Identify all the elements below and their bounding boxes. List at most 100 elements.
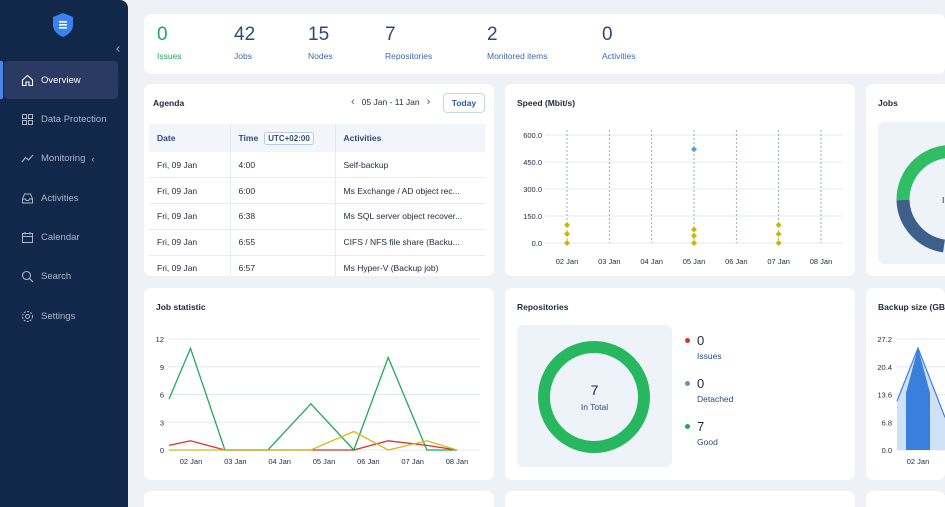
cell-date: Fri, 09 Jan <box>149 229 231 256</box>
stat-label: Nodes <box>308 51 333 61</box>
bottom-card-2 <box>505 491 855 507</box>
y-tick-label: 0.0 <box>882 446 892 455</box>
timezone-badge[interactable]: UTC+02:00 <box>264 131 314 145</box>
stat-label: Issues <box>157 51 182 61</box>
x-tick-label: 03 Jan <box>598 257 621 266</box>
x-tick-label: 07 Jan <box>401 457 424 466</box>
table-row[interactable]: Fri, 09 Jan 6:00 Ms Exchange / AD object r… <box>149 177 485 205</box>
chevron-right-icon[interactable]: › <box>426 96 431 108</box>
data-point <box>691 232 697 239</box>
search-icon <box>20 270 34 284</box>
column-header-time[interactable]: Time UTC+02:00 <box>230 124 336 152</box>
y-tick-label: 6.8 <box>882 418 892 427</box>
stat-value: 2 <box>487 24 498 45</box>
jobs-center-text: I <box>942 195 945 205</box>
bottom-card-1 <box>144 491 494 507</box>
cell-time: 6:38 <box>230 203 336 230</box>
legend-dot <box>685 424 690 429</box>
stat-value: 0 <box>602 24 613 45</box>
data-point <box>564 231 570 237</box>
jobs-donut-panel: I <box>878 122 945 264</box>
data-point <box>564 222 570 228</box>
x-tick-label: 02 Jan <box>556 257 579 266</box>
legend-dot <box>685 338 690 343</box>
agenda-date-range: 05 Jan - 11 Jan <box>361 97 420 107</box>
repositories-donut <box>538 341 650 453</box>
cell-time: 6:57 <box>230 255 336 276</box>
x-tick-label: 06 Jan <box>725 257 748 266</box>
data-point <box>691 226 697 233</box>
agenda-title: Agenda <box>153 98 185 108</box>
repositories-donut-panel: 7 In Total <box>517 325 672 467</box>
column-header-activities[interactable]: Activities <box>335 124 485 152</box>
y-tick-label: 3 <box>160 418 164 427</box>
cell-activity: Ms Exchange / AD object rec... <box>335 177 485 205</box>
stat-value: 15 <box>308 24 330 45</box>
x-tick-label: 04 Jan <box>268 457 291 466</box>
stat-label: Repositories <box>385 51 433 61</box>
collapse-sidebar-icon[interactable] <box>116 46 122 52</box>
y-tick-label: 300.0 <box>523 185 542 194</box>
cell-time: 6:55 <box>230 229 336 256</box>
sidebar-item-label: Monitoring <box>41 153 86 165</box>
sidebar-item-overview[interactable]: Overview <box>0 61 118 99</box>
job-statistic-card: Job statistic 12 9 6 3 0 02 Jan 03 Jan 04 Jan 05… <box>144 288 494 480</box>
x-tick-label: 05 Jan <box>683 257 706 266</box>
cell-activity: Self-backup <box>335 152 485 179</box>
stat-issues[interactable]: 0 Issues <box>157 24 182 61</box>
stat-label: Monitored items <box>487 51 548 61</box>
chevron-left-icon: ‹ <box>91 153 95 164</box>
agenda-card: Agenda ‹ 05 Jan - 11 Jan › Today Date Ti… <box>144 84 494 276</box>
table-row[interactable]: Fri, 09 Jan 6:38 Ms SQL server object reco… <box>149 203 485 230</box>
home-icon <box>20 73 34 87</box>
legend-label: Good <box>697 437 718 447</box>
y-tick-label: 450.0 <box>523 158 542 167</box>
column-header-date[interactable]: Date <box>149 124 231 152</box>
repositories-card: Repositories 7 In Total 0 Issues 0 Detac… <box>505 288 855 480</box>
cell-date: Fri, 09 Jan <box>149 255 231 276</box>
y-tick-label: 27.2 <box>877 335 892 344</box>
sidebar-item-search[interactable]: Search <box>4 258 118 296</box>
stat-repositories[interactable]: 7 Repositories <box>385 24 432 61</box>
repositories-title: Repositories <box>517 302 569 312</box>
sidebar-item-monitoring[interactable]: Monitoring ‹ <box>4 140 118 178</box>
table-row[interactable]: Fri, 09 Jan 6:57 Ms Hyper-V (Backup job) <box>149 255 485 276</box>
sidebar-item-settings[interactable]: Settings <box>4 297 118 335</box>
stat-label: Jobs <box>234 51 252 61</box>
cell-time: 6:00 <box>230 177 336 205</box>
sidebar-item-activities[interactable]: Activities <box>4 179 118 217</box>
stat-value: 0 <box>157 24 168 45</box>
sidebar: Overview Data Protection Monitoring ‹ Ac… <box>0 0 128 507</box>
table-row[interactable]: Fri, 09 Jan 4:00 Self-backup <box>149 152 485 179</box>
x-tick-label: 03 Jan <box>224 457 247 466</box>
cell-activity: Ms Hyper-V (Backup job) <box>335 255 485 276</box>
stat-activities[interactable]: 0 Activities <box>602 24 636 61</box>
backup-size-chart: 27.2 20.4 13.6 6.8 0.0 02 Jan <box>877 335 945 466</box>
y-tick-label: 13.6 <box>877 391 892 400</box>
legend-value: 0 <box>697 376 705 391</box>
stat-monitored-items[interactable]: 2 Monitored items <box>487 24 547 61</box>
sidebar-item-label: Calendar <box>41 232 80 244</box>
speed-chart: 600.0 450.0 300.0 150.0 0.0 02 Jan 03 Jan 04 Ja… <box>523 130 843 266</box>
speed-card: Speed (Mbit/s) 600.0 450.0 300.0 150.0 0.0 02… <box>505 84 855 276</box>
sidebar-nav: Overview Data Protection Monitoring ‹ Ac… <box>0 61 128 337</box>
data-point <box>775 231 782 237</box>
sidebar-item-label: Settings <box>41 310 76 322</box>
cell-date: Fri, 09 Jan <box>149 203 231 230</box>
today-button[interactable]: Today <box>443 93 485 113</box>
series-line <box>896 346 945 418</box>
bottom-card-3 <box>866 491 945 507</box>
y-tick-label: 12 <box>156 335 164 344</box>
sidebar-item-calendar[interactable]: Calendar <box>4 219 118 257</box>
cell-date: Fri, 09 Jan <box>149 177 231 205</box>
y-tick-label: 20.4 <box>877 363 892 372</box>
stat-jobs[interactable]: 42 Jobs <box>234 24 255 61</box>
y-tick-label: 0 <box>160 446 164 455</box>
sidebar-item-data-protection[interactable]: Data Protection <box>4 100 118 138</box>
jobs-title: Jobs <box>878 98 898 108</box>
stat-value: 7 <box>385 24 396 45</box>
chevron-left-icon[interactable]: ‹ <box>351 96 355 108</box>
table-row[interactable]: Fri, 09 Jan 6:55 CIFS / NFS file share (Ba… <box>149 229 485 256</box>
jobs-card: Jobs I <box>866 84 945 276</box>
stat-nodes[interactable]: 15 Nodes <box>308 24 333 61</box>
